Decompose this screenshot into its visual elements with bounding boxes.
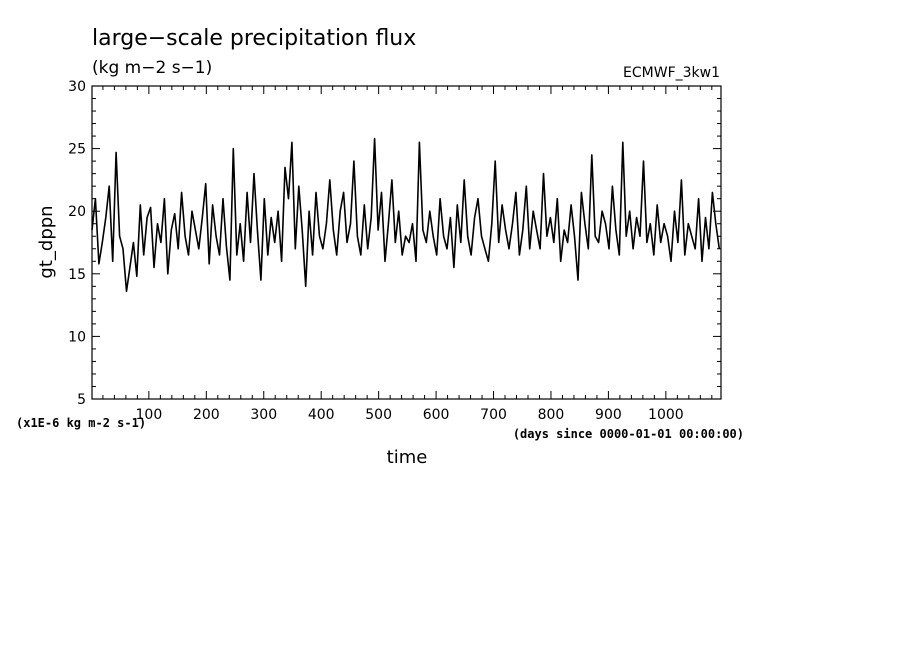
x-tick-label: 1000 — [648, 407, 684, 423]
y-tick-label: 20 — [68, 204, 86, 220]
x-axis-title: time — [387, 447, 428, 468]
dataset-label: ECMWF_3kw1 — [623, 65, 720, 81]
x-tick-label: 700 — [480, 407, 507, 423]
y-scale-note: (x1E-6 kg m-2 s-1) — [16, 416, 146, 430]
y-tick-label: 5 — [77, 392, 86, 408]
x-tick-label: 300 — [250, 407, 277, 423]
x-tick-label: 100 — [136, 407, 163, 423]
y-tick-label: 10 — [68, 329, 86, 345]
x-tick-label: 900 — [595, 407, 622, 423]
x-tick-label: 400 — [308, 407, 335, 423]
x-axis: 100 200 300 400 500 600 700 800 900 1000 — [102, 86, 713, 423]
y-tick-label: 15 — [68, 267, 86, 283]
y-axis-title: gt_dppn — [36, 205, 57, 278]
chart-units: (kg m−2 s−1) — [92, 58, 212, 78]
x-tick-label: 800 — [538, 407, 565, 423]
y-axis: 5 10 15 20 25 30 — [68, 79, 721, 408]
series-layer — [91, 137, 721, 293]
plot-frame — [91, 85, 722, 400]
chart-title: large−scale precipitation flux — [92, 26, 416, 51]
x-units-label: (days since 0000-01-01 00:00:00) — [513, 427, 744, 441]
x-tick-label: 600 — [423, 407, 450, 423]
x-tick-label: 200 — [193, 407, 220, 423]
y-tick-label: 25 — [68, 142, 86, 158]
y-tick-label: 30 — [68, 79, 86, 95]
x-tick-label: 500 — [365, 407, 392, 423]
series-line — [91, 137, 721, 293]
